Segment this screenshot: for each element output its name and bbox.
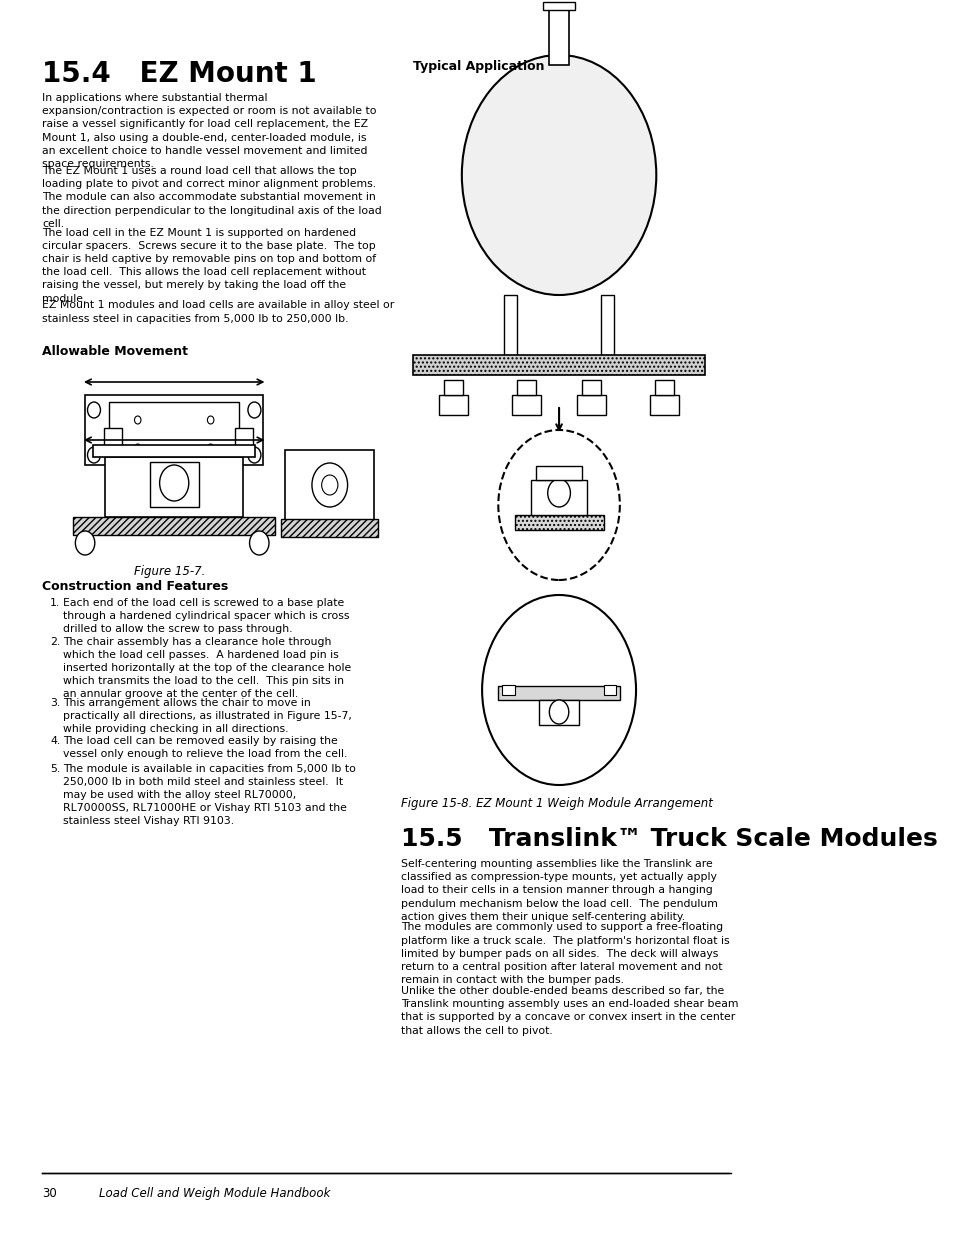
Bar xyxy=(514,515,603,530)
Bar xyxy=(497,685,619,700)
Text: The load cell can be removed easily by raising the
vessel only enough to relieve: The load cell can be removed easily by r… xyxy=(63,736,347,760)
Bar xyxy=(649,395,679,415)
Text: Unlike the other double-ended beams described so far, the
Translink mounting ass: Unlike the other double-ended beams desc… xyxy=(400,986,738,1036)
Circle shape xyxy=(207,445,213,452)
Text: 15.5   Translink™ Truck Scale Modules: 15.5 Translink™ Truck Scale Modules xyxy=(400,827,937,851)
Text: 4.: 4. xyxy=(51,736,60,746)
Bar xyxy=(281,519,378,537)
Bar xyxy=(502,685,514,695)
Text: The EZ Mount 1 uses a round load cell that allows the top
loading plate to pivot: The EZ Mount 1 uses a round load cell th… xyxy=(42,165,381,228)
Circle shape xyxy=(134,416,141,424)
Text: The modules are commonly used to support a free-floating
platform like a truck s: The modules are commonly used to support… xyxy=(400,923,729,986)
Text: 1.: 1. xyxy=(51,598,60,608)
Circle shape xyxy=(481,595,636,785)
Circle shape xyxy=(159,466,189,501)
Circle shape xyxy=(88,447,100,463)
Bar xyxy=(413,354,704,375)
Bar xyxy=(538,700,578,725)
Bar xyxy=(503,295,517,354)
Bar xyxy=(105,457,243,517)
Bar xyxy=(110,403,239,458)
Text: EZ Mount 1 modules and load cells are available in alloy steel or
stainless stee: EZ Mount 1 modules and load cells are av… xyxy=(42,300,394,324)
Text: 5.: 5. xyxy=(51,763,60,773)
Bar xyxy=(517,380,536,395)
Bar xyxy=(530,480,587,515)
Circle shape xyxy=(461,56,656,295)
Text: 3.: 3. xyxy=(51,698,60,708)
Bar xyxy=(443,380,463,395)
Text: This arrangement allows the chair to move in
practically all directions, as illu: This arrangement allows the chair to mov… xyxy=(63,698,352,734)
Bar xyxy=(234,429,253,452)
Circle shape xyxy=(497,430,619,580)
Circle shape xyxy=(250,531,269,555)
Text: The chair assembly has a clearance hole through
which the load cell passes.  A h: The chair assembly has a clearance hole … xyxy=(63,636,351,699)
Text: Self-centering mounting assemblies like the Translink are
classified as compress: Self-centering mounting assemblies like … xyxy=(400,860,718,921)
Circle shape xyxy=(207,416,213,424)
Bar xyxy=(536,466,581,480)
Bar xyxy=(512,395,540,415)
Bar xyxy=(654,380,674,395)
Bar xyxy=(549,10,568,65)
Text: In applications where substantial thermal
expansion/contraction is expected or r: In applications where substantial therma… xyxy=(42,93,376,169)
Bar xyxy=(542,2,575,10)
Text: Allowable Movement: Allowable Movement xyxy=(42,345,188,358)
Bar xyxy=(581,380,600,395)
Bar xyxy=(150,462,198,508)
Text: Figure 15-8. EZ Mount 1 Weigh Module Arrangement: Figure 15-8. EZ Mount 1 Weigh Module Arr… xyxy=(400,797,712,810)
Bar xyxy=(285,450,374,520)
Circle shape xyxy=(321,475,337,495)
Text: Load Cell and Weigh Module Handbook: Load Cell and Weigh Module Handbook xyxy=(99,1187,330,1200)
Circle shape xyxy=(248,447,260,463)
Text: Construction and Features: Construction and Features xyxy=(42,580,228,593)
Bar xyxy=(438,395,468,415)
Circle shape xyxy=(88,403,100,417)
Text: 30: 30 xyxy=(42,1187,57,1200)
Bar xyxy=(104,429,121,452)
Circle shape xyxy=(134,445,141,452)
Text: The load cell in the EZ Mount 1 is supported on hardened
circular spacers.  Scre: The load cell in the EZ Mount 1 is suppo… xyxy=(42,227,375,304)
Circle shape xyxy=(549,700,568,724)
Circle shape xyxy=(547,479,570,508)
Text: Figure 15-7.: Figure 15-7. xyxy=(133,564,205,578)
Text: 15.4   EZ Mount 1: 15.4 EZ Mount 1 xyxy=(42,61,316,88)
Bar xyxy=(93,445,255,457)
Bar xyxy=(603,685,615,695)
Bar xyxy=(577,395,605,415)
Bar xyxy=(600,295,614,354)
Text: The module is available in capacities from 5,000 lb to
250,000 lb in both mild s: The module is available in capacities fr… xyxy=(63,763,355,826)
Bar xyxy=(85,395,263,466)
Circle shape xyxy=(75,531,94,555)
Text: 2.: 2. xyxy=(51,636,60,647)
Circle shape xyxy=(248,403,260,417)
Text: Typical Application: Typical Application xyxy=(413,61,544,73)
Text: Each end of the load cell is screwed to a base plate
through a hardened cylindri: Each end of the load cell is screwed to … xyxy=(63,598,350,635)
Circle shape xyxy=(312,463,347,508)
Bar xyxy=(72,517,275,535)
